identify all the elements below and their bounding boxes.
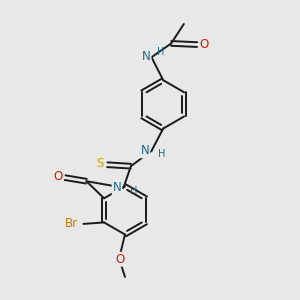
Text: O: O [53,170,62,183]
Text: H: H [130,186,137,196]
Text: H: H [157,47,164,57]
Text: N: N [112,181,122,194]
Text: N: N [141,144,149,158]
Text: O: O [115,253,124,266]
Text: O: O [199,38,208,51]
Text: H: H [158,149,165,159]
Text: S: S [96,157,103,170]
Text: Br: Br [65,218,78,230]
Text: N: N [142,50,151,63]
